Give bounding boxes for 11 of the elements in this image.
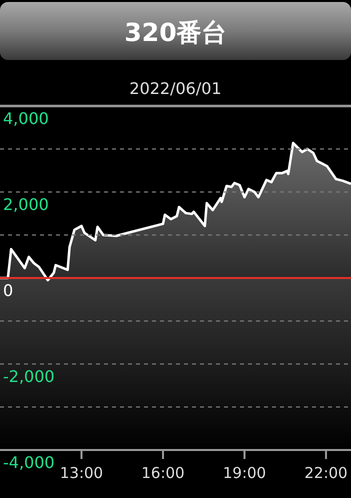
y-tick-label: 0 — [3, 281, 14, 300]
chart-subtitle: 2022/06/01 — [129, 79, 222, 98]
chart-title: 320番台 — [124, 18, 227, 47]
x-tick-label: 13:00 — [60, 464, 104, 482]
y-tick-label: 2,000 — [3, 195, 49, 214]
x-tick-label: 19:00 — [222, 464, 266, 482]
y-tick-label: -4,000 — [3, 453, 55, 472]
y-tick-label: -2,000 — [3, 367, 55, 386]
x-tick-label: 22:00 — [304, 464, 348, 482]
x-tick-label: 16:00 — [141, 464, 185, 482]
y-tick-label: 4,000 — [3, 109, 49, 128]
